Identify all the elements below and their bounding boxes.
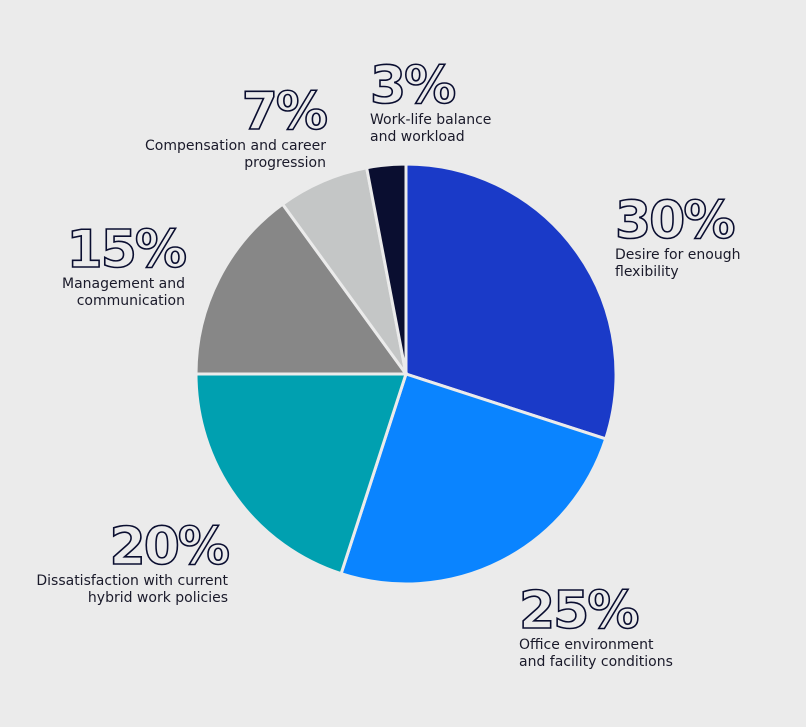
- pie-slice: [194, 372, 409, 576]
- category-label: Desire for enough flexibility: [615, 247, 741, 280]
- pie-slice: [339, 372, 608, 586]
- value-label: 30%: [615, 191, 734, 251]
- value-label: 7%: [242, 82, 327, 142]
- value-label: 3%: [370, 56, 455, 116]
- category-label: Management and communication: [61, 276, 185, 309]
- category-label: Compensation and career progression: [145, 138, 326, 171]
- value-label: 25%: [519, 581, 638, 641]
- pie-slice: [364, 162, 408, 375]
- value-label: 20%: [110, 517, 229, 577]
- pie-slice: [404, 162, 618, 441]
- category-label: Dissatisfaction with current hybrid work…: [36, 573, 228, 606]
- pie-slice: [194, 202, 409, 376]
- value-label: 15%: [67, 220, 186, 280]
- category-label: Work-life balance and workload: [370, 112, 492, 145]
- category-label: Office environment and facility conditio…: [519, 637, 673, 670]
